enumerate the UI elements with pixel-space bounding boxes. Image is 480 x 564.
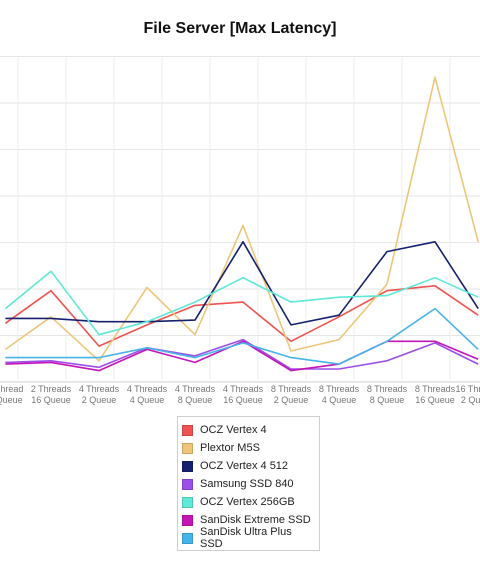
legend-swatch	[182, 514, 193, 526]
x-tick-label: 8 Threads 4 Queue	[319, 384, 360, 405]
x-tick-label: 8 Threads 16 Queue	[415, 384, 456, 405]
legend: OCZ Vertex 4 Plextor M5S OCZ Vertex 4 512 S…	[177, 416, 320, 551]
x-tick-label: 1 Thread2 Queue	[0, 384, 23, 405]
x-tick-label: 4 Threads 16 Queue	[223, 384, 264, 405]
x-tick-label: 4 Threads 4 Queue	[127, 384, 168, 405]
x-tick-label: 2 Threads 16 Queue	[31, 384, 72, 405]
legend-label: Plextor M5S	[200, 442, 260, 454]
legend-swatch	[182, 442, 193, 454]
legend-label: OCZ Vertex 256GB	[200, 496, 295, 508]
x-tick-label: 8 Threads 8 Queue	[367, 384, 408, 405]
series-lines	[4, 76, 479, 372]
legend-item: OCZ Vertex 256GB	[182, 493, 315, 511]
legend-label: OCZ Vertex 4 512	[200, 460, 289, 472]
legend-item: OCZ Vertex 4	[182, 421, 315, 439]
legend-item: SanDisk Ultra Plus SSD	[182, 526, 315, 550]
series-line-2	[5, 241, 479, 326]
legend-item: SanDisk Extreme SSD	[182, 511, 315, 529]
legend-item: Samsung SSD 840	[182, 475, 315, 493]
legend-swatch	[182, 478, 193, 490]
legend-item: Plextor M5S	[182, 439, 315, 457]
legend-swatch	[182, 496, 193, 508]
legend-label: SanDisk Extreme SSD	[200, 514, 311, 526]
series-line-4	[4, 270, 479, 336]
series-line-5	[5, 340, 479, 372]
legend-swatch	[182, 424, 193, 436]
x-tick-label: 8 Threads 2 Queue	[271, 384, 312, 405]
chart-title: File Server [Max Latency]	[143, 20, 337, 37]
series-line-0	[4, 284, 479, 347]
x-tick-label: 4 Threads 2 Queue	[79, 384, 120, 405]
series-line-1	[4, 76, 479, 362]
legend-swatch	[182, 460, 193, 472]
legend-swatch	[182, 532, 193, 544]
series-line-6	[5, 307, 479, 365]
legend-item: OCZ Vertex 4 512	[182, 457, 315, 475]
x-tick-label: 4 Threads 8 Queue	[175, 384, 216, 405]
series-line-3	[5, 338, 479, 370]
grid	[0, 56, 480, 383]
legend-label: OCZ Vertex 4	[200, 424, 267, 436]
legend-label: Samsung SSD 840	[200, 478, 294, 490]
legend-label: SanDisk Ultra Plus SSD	[200, 526, 292, 550]
